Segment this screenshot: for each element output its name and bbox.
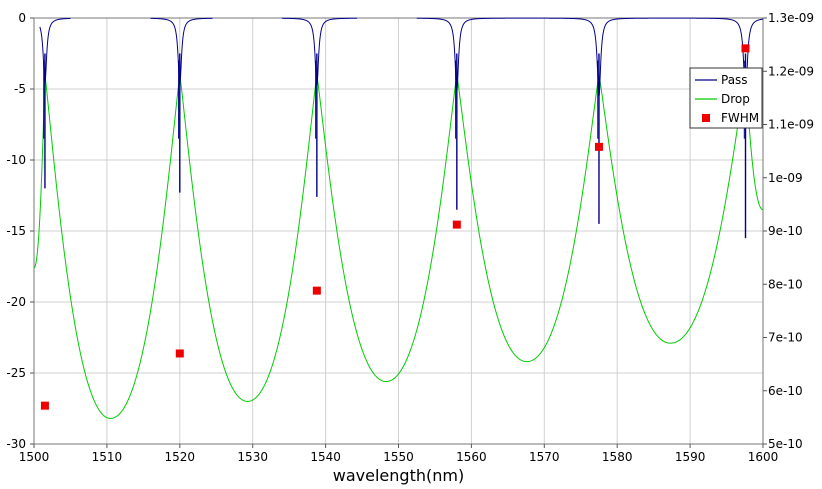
- series-layer: [33, 17, 764, 419]
- y-tick-label: -5: [14, 82, 26, 96]
- series-fwhm-point: [40, 401, 49, 410]
- series-fwhm-point: [175, 349, 184, 358]
- series-drop-line: [33, 74, 764, 419]
- y2-tick-label: 1e-09: [768, 171, 803, 185]
- x-tick-label: 1540: [310, 450, 341, 464]
- series-pass-line: [281, 17, 357, 88]
- x-tick-label: 1600: [748, 450, 779, 464]
- x-tick-label: 1590: [675, 450, 706, 464]
- x-tick-label: 1530: [237, 450, 268, 464]
- x-axis-label: wavelength(nm): [333, 466, 464, 485]
- legend: Pass Drop FWHM: [689, 67, 763, 129]
- y-axis-right: 1.3e-09 1.2e-09 1.1e-09 1e-09 9e-10 8e-10 7e-1…: [763, 11, 814, 451]
- x-tick-label: 1510: [92, 450, 123, 464]
- x-axis: 1500 1510 1520 1530 1540 1550 1560 1570 1580 1590…: [19, 444, 779, 464]
- legend-label-fwhm: FWHM: [721, 111, 759, 125]
- y-tick-label: -25: [6, 366, 26, 380]
- y2-tick-label: 9e-10: [768, 224, 803, 238]
- x-tick-label: 1560: [456, 450, 487, 464]
- x-tick-label: 1520: [165, 450, 196, 464]
- y2-tick-label: 6e-10: [768, 384, 803, 398]
- legend-swatch-fwhm: [702, 114, 710, 122]
- legend-label-drop: Drop: [721, 92, 750, 106]
- y2-tick-label: 7e-10: [768, 331, 803, 345]
- y2-tick-label: 5e-10: [768, 437, 803, 451]
- series-fwhm-point: [741, 44, 750, 53]
- y-axis-left: 0 -5 -10 -15 -20 -25 -30: [6, 11, 34, 451]
- y2-tick-label: 1.3e-09: [768, 11, 814, 25]
- x-tick-label: 1580: [602, 450, 633, 464]
- y-tick-label: 0: [18, 11, 26, 25]
- x-tick-label: 1500: [19, 450, 50, 464]
- series-fwhm-point: [594, 142, 603, 151]
- y-tick-label: -15: [6, 224, 26, 238]
- y-tick-label: -30: [6, 437, 26, 451]
- series-fwhm-point: [452, 220, 461, 229]
- grid-lines: [33, 17, 764, 445]
- x-tick-label: 1550: [383, 450, 414, 464]
- series-fwhm-point: [312, 286, 321, 295]
- y-tick-label: -20: [6, 295, 26, 309]
- y2-tick-label: 1.2e-09: [768, 64, 814, 78]
- y2-tick-label: 8e-10: [768, 277, 803, 291]
- series-pass-line: [416, 17, 764, 104]
- y2-tick-label: 1.1e-09: [768, 118, 814, 132]
- x-tick-label: 1570: [529, 450, 560, 464]
- legend-label-pass: Pass: [721, 73, 748, 87]
- series-pass-line: [150, 17, 213, 86]
- y-tick-label: -10: [6, 153, 26, 167]
